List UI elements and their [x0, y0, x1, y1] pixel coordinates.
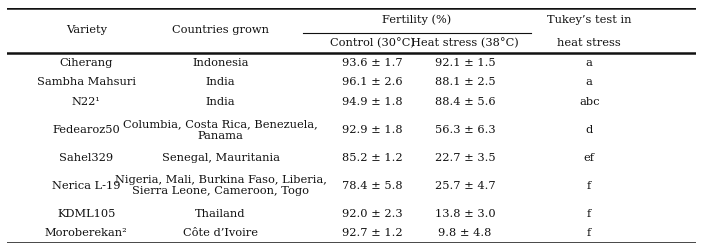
- Text: 9.8 ± 4.8: 9.8 ± 4.8: [439, 228, 492, 238]
- Text: 85.2 ± 1.2: 85.2 ± 1.2: [342, 153, 403, 163]
- Text: Nigeria, Mali, Burkina Faso, Liberia,
Sierra Leone, Cameroon, Togo: Nigeria, Mali, Burkina Faso, Liberia, Si…: [115, 175, 326, 197]
- Text: 88.4 ± 5.6: 88.4 ± 5.6: [435, 97, 496, 107]
- Text: 92.7 ± 1.2: 92.7 ± 1.2: [342, 228, 403, 238]
- Text: N22¹: N22¹: [72, 97, 101, 107]
- Text: Côte d’Ivoire: Côte d’Ivoire: [183, 228, 258, 238]
- Text: a: a: [586, 78, 593, 88]
- Text: Thailand: Thailand: [195, 208, 246, 218]
- Text: Indonesia: Indonesia: [193, 58, 249, 68]
- Text: abc: abc: [579, 97, 600, 107]
- Text: Sambha Mahsuri: Sambha Mahsuri: [37, 78, 136, 88]
- Text: f: f: [587, 208, 591, 218]
- Text: Moroberekan²: Moroberekan²: [45, 228, 128, 238]
- Text: 92.0 ± 2.3: 92.0 ± 2.3: [342, 208, 403, 218]
- Text: Tukey’s test in: Tukey’s test in: [547, 15, 631, 25]
- Text: 25.7 ± 4.7: 25.7 ± 4.7: [435, 180, 496, 190]
- Text: Fertility (%): Fertility (%): [382, 15, 451, 26]
- Text: a: a: [586, 58, 593, 68]
- Text: 22.7 ± 3.5: 22.7 ± 3.5: [435, 153, 496, 163]
- Text: Senegal, Mauritania: Senegal, Mauritania: [162, 153, 280, 163]
- Text: 78.4 ± 5.8: 78.4 ± 5.8: [342, 180, 403, 190]
- Text: 88.1 ± 2.5: 88.1 ± 2.5: [435, 78, 496, 88]
- Text: India: India: [206, 97, 236, 107]
- Text: Ciherang: Ciherang: [60, 58, 113, 68]
- Text: 93.6 ± 1.7: 93.6 ± 1.7: [342, 58, 403, 68]
- Text: Fedearoz50: Fedearoz50: [53, 125, 120, 135]
- Text: 94.9 ± 1.8: 94.9 ± 1.8: [342, 97, 403, 107]
- Text: Sahel329: Sahel329: [59, 153, 113, 163]
- Text: KDML105: KDML105: [57, 208, 115, 218]
- Text: 92.9 ± 1.8: 92.9 ± 1.8: [342, 125, 403, 135]
- Text: Control (30°C): Control (30°C): [330, 38, 415, 48]
- Text: Columbia, Costa Rica, Benezuela,
Panama: Columbia, Costa Rica, Benezuela, Panama: [123, 119, 318, 141]
- Text: 96.1 ± 2.6: 96.1 ± 2.6: [342, 78, 403, 88]
- Text: Nerica L-19: Nerica L-19: [52, 180, 120, 190]
- Text: 13.8 ± 3.0: 13.8 ± 3.0: [435, 208, 496, 218]
- Text: Heat stress (38°C): Heat stress (38°C): [411, 38, 519, 48]
- Text: heat stress: heat stress: [557, 38, 621, 48]
- Text: 92.1 ± 1.5: 92.1 ± 1.5: [435, 58, 496, 68]
- Text: ef: ef: [583, 153, 595, 163]
- Text: d: d: [586, 125, 593, 135]
- Text: India: India: [206, 78, 236, 88]
- Text: f: f: [587, 228, 591, 238]
- Text: f: f: [587, 180, 591, 190]
- Text: Variety: Variety: [66, 26, 107, 36]
- Text: 56.3 ± 6.3: 56.3 ± 6.3: [435, 125, 496, 135]
- Text: Countries grown: Countries grown: [172, 26, 269, 36]
